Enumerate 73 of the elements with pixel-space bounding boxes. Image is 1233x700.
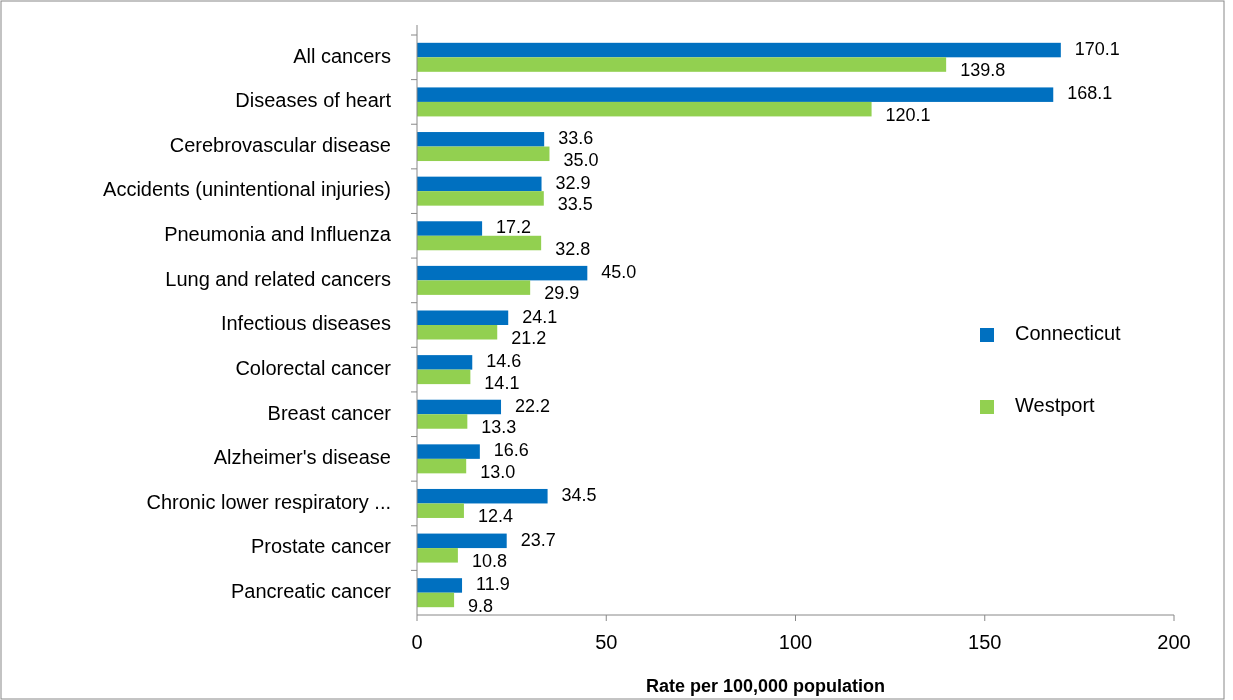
bar: [417, 444, 480, 459]
data-label: 23.7: [520, 529, 556, 550]
bar: [417, 87, 1054, 102]
data-label: 11.9: [476, 574, 510, 595]
bar: [417, 488, 548, 504]
x-tick-label: 0: [411, 631, 423, 653]
data-label: 33.5: [557, 194, 593, 215]
data-label: 120.1: [885, 104, 931, 125]
x-tick-label: 50: [595, 631, 618, 653]
y-tick-label: Accidents (unintentional injuries): [103, 178, 391, 201]
data-label: 29.9: [544, 283, 580, 304]
data-label: 13.0: [480, 461, 516, 482]
data-label: 24.1: [522, 306, 558, 327]
legend-label: Connecticut: [1015, 322, 1122, 345]
data-label: 14.6: [486, 351, 522, 372]
data-label: 170.1: [1074, 38, 1120, 59]
y-tick-label: Diseases of heart: [235, 89, 392, 112]
bar: [417, 191, 544, 206]
y-tick-label: Colorectal cancer: [235, 356, 392, 379]
y-tick-label: Pancreatic cancer: [230, 579, 392, 602]
bar: [417, 42, 1061, 58]
data-label: 32.8: [555, 238, 591, 259]
bar: [417, 503, 464, 518]
data-label: 14.1: [484, 372, 520, 393]
data-label: 33.6: [558, 128, 594, 149]
data-label: 32.9: [555, 172, 591, 193]
bar: [417, 221, 483, 236]
y-tick-label: Chronic lower respiratory ...: [146, 490, 391, 513]
data-label: 35.0: [563, 149, 599, 170]
data-label: 139.8: [960, 60, 1006, 81]
bar: [417, 578, 463, 593]
data-label: 21.2: [511, 328, 547, 348]
data-label: 168.1: [1067, 83, 1113, 104]
bar: [417, 101, 872, 117]
x-tick-label: 100: [778, 631, 813, 653]
bar: [417, 458, 467, 474]
bar: [417, 57, 947, 72]
bar: [417, 369, 471, 385]
data-label: 34.5: [561, 484, 597, 505]
data-label: 22.2: [515, 395, 551, 416]
y-tick-label: Pneumonia and Influenza: [164, 223, 392, 246]
bar: [417, 414, 468, 429]
bar: [417, 399, 502, 415]
y-tick-label: Alzheimer's disease: [213, 446, 391, 469]
legend-label: Westport: [1015, 394, 1096, 417]
data-label: 45.0: [601, 261, 637, 282]
bar: [417, 280, 531, 295]
y-tick-label: Breast cancer: [267, 401, 392, 424]
bar: [417, 235, 542, 251]
data-label: 9.8: [468, 595, 494, 616]
bar: [417, 132, 545, 147]
data-label: 16.6: [493, 440, 529, 461]
bar: [417, 310, 509, 325]
y-tick-label: Cerebrovascular disease: [169, 133, 391, 156]
bar: [417, 146, 550, 162]
x-tick-label: 150: [968, 631, 1002, 653]
bar: [417, 355, 473, 370]
y-tick-label: Prostate cancer: [250, 535, 392, 558]
x-axis-title: Rate per 100,000 population: [645, 676, 886, 696]
y-tick-label: Infectious diseases: [220, 312, 391, 335]
data-label: 12.4: [477, 506, 513, 527]
bar: [417, 548, 458, 563]
x-tick-label: 200: [1157, 631, 1191, 653]
data-label: 17.2: [496, 217, 532, 238]
y-tick-label: All cancers: [293, 44, 391, 67]
bar: [417, 325, 498, 340]
bar: [417, 533, 507, 549]
bar: [417, 176, 542, 192]
bar: [417, 592, 455, 608]
data-label: 10.8: [471, 551, 507, 572]
bar: [417, 265, 588, 281]
y-tick-label: Lung and related cancers: [165, 267, 391, 290]
data-label: 13.3: [481, 417, 517, 438]
